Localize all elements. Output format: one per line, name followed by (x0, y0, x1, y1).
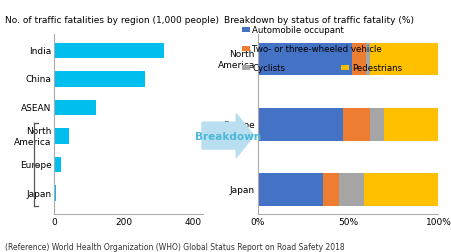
Bar (369, 108, 383, 141)
Text: Cyclists: Cyclists (252, 64, 285, 73)
Bar (351, 43, 365, 76)
Text: (Reference) World Health Organization (WHO) Global Status Report on Road Safety : (Reference) World Health Organization (W… (5, 242, 343, 251)
Bar (364, 174, 437, 206)
Bar (257, 174, 322, 206)
Text: Two- or three-wheeled vehicle: Two- or three-wheeled vehicle (252, 45, 381, 54)
Bar (342, 108, 369, 141)
Bar (383, 108, 437, 141)
Bar (369, 43, 437, 76)
Bar (54, 72, 144, 87)
Bar (54, 43, 164, 59)
Bar (257, 108, 342, 141)
Bar (54, 100, 96, 116)
Bar (322, 174, 338, 206)
Text: Automobile occupant: Automobile occupant (252, 26, 343, 35)
Bar (54, 129, 69, 144)
Text: Breakdown: Breakdown (194, 131, 261, 141)
Bar (257, 43, 351, 76)
Bar (54, 185, 55, 201)
Text: Pedestrians: Pedestrians (351, 64, 401, 73)
Text: No. of traffic fatalities by region (1,000 people): No. of traffic fatalities by region (1,0… (5, 16, 218, 25)
Bar (54, 157, 61, 173)
Bar (338, 174, 364, 206)
Bar (365, 43, 369, 76)
Text: Breakdown by status of traffic fatality (%): Breakdown by status of traffic fatality … (223, 16, 413, 25)
FancyArrow shape (202, 114, 253, 158)
